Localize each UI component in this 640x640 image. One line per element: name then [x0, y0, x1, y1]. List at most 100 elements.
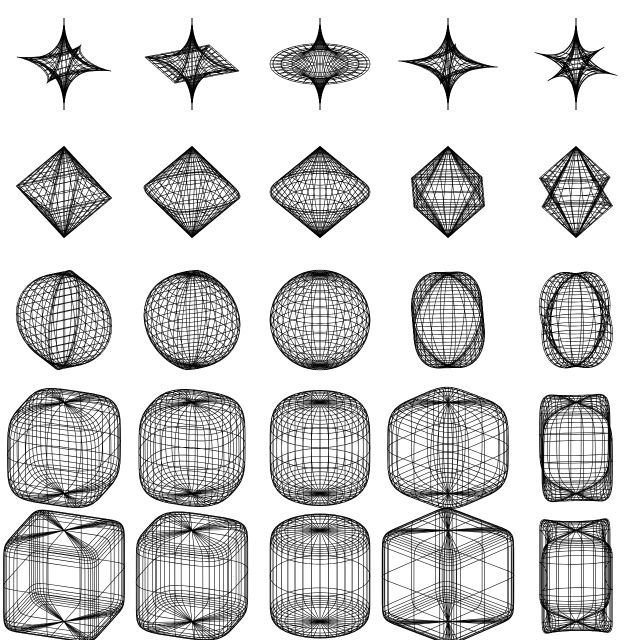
shape-rounded-cube — [7, 388, 121, 508]
longitude-line — [319, 402, 346, 504]
longitude-line — [28, 391, 65, 494]
shape-pillow-rounded — [143, 270, 241, 370]
longitude-line — [547, 146, 577, 238]
shape-sphere — [269, 269, 371, 371]
longitude-line — [542, 401, 577, 494]
longitude-line — [319, 402, 368, 498]
longitude-line — [575, 520, 582, 622]
longitude-line — [575, 530, 612, 633]
longitude-line — [575, 146, 608, 238]
longitude-line — [447, 398, 499, 494]
longitude-line — [63, 18, 93, 110]
longitude-line — [302, 18, 321, 110]
longitude-line — [63, 274, 105, 367]
longitude-line — [63, 18, 81, 110]
longitude-line — [558, 530, 577, 632]
longitude-line — [281, 146, 321, 238]
longitude-line — [63, 146, 72, 238]
latitude-line — [11, 509, 117, 554]
longitude-line — [191, 530, 210, 640]
longitude-line — [191, 270, 196, 366]
longitude-line — [3, 530, 65, 629]
longitude-line — [171, 18, 193, 110]
longitude-line — [191, 146, 240, 238]
longitude-line — [63, 396, 118, 494]
longitude-line — [63, 270, 81, 366]
longitude-line — [558, 402, 577, 502]
longitude-line — [35, 274, 65, 367]
longitude-line — [540, 519, 577, 622]
shape-cylinder — [269, 513, 371, 639]
longitude-line — [281, 18, 321, 110]
longitude-line — [575, 146, 612, 238]
longitude-line — [164, 512, 193, 622]
shape-pillow-pinched — [539, 271, 613, 369]
longitude-line — [63, 402, 92, 508]
longitude-line — [191, 18, 213, 110]
longitude-line — [191, 393, 231, 494]
longitude-line — [302, 530, 321, 638]
longitude-line — [447, 18, 450, 110]
longitude-line — [319, 514, 338, 622]
longitude-line — [18, 18, 65, 110]
longitude-line — [191, 18, 232, 110]
longitude-line — [447, 509, 457, 622]
longitude-line — [384, 529, 448, 622]
longitude-line — [191, 402, 240, 498]
longitude-line — [400, 18, 449, 110]
longitude-line — [276, 146, 321, 238]
longitude-line — [575, 402, 613, 502]
longitude-line — [63, 272, 88, 366]
longitude-line — [63, 393, 103, 494]
shape-double-pyramid-rounded — [143, 146, 241, 238]
longitude-line — [319, 392, 346, 494]
longitude-line — [46, 530, 65, 638]
longitude-line — [174, 511, 193, 622]
longitude-line — [311, 269, 321, 366]
longitude-line — [276, 402, 321, 499]
longitude-line — [414, 18, 449, 110]
longitude-line — [59, 388, 65, 494]
longitude-line — [160, 513, 193, 622]
longitude-line — [575, 146, 611, 238]
longitude-line — [568, 394, 577, 494]
longitude-line — [447, 146, 484, 238]
longitude-line — [319, 146, 338, 238]
longitude-line — [545, 18, 577, 110]
longitude-line — [63, 402, 83, 508]
longitude-line — [319, 273, 370, 366]
longitude-line — [556, 394, 577, 494]
latitude-line — [3, 551, 125, 601]
longitude-line — [191, 274, 218, 369]
longitude-line — [447, 402, 463, 508]
longitude-line — [51, 388, 65, 494]
shape-box-soft — [135, 511, 249, 640]
longitude-line — [180, 511, 193, 622]
longitude-line — [319, 530, 359, 633]
longitude-line — [63, 514, 82, 622]
longitude-line — [319, 530, 346, 637]
latitude-line — [563, 357, 589, 369]
longitude-line — [575, 274, 596, 368]
shape-rounded-cube-soft — [138, 389, 246, 507]
longitude-line — [191, 389, 196, 494]
longitude-line — [575, 274, 613, 368]
longitude-line — [24, 18, 65, 110]
longitude-line — [550, 274, 577, 366]
longitude-line — [63, 274, 66, 369]
longitude-line — [63, 530, 100, 639]
longitude-line — [63, 525, 124, 622]
longitude-line — [546, 530, 577, 628]
longitude-line — [413, 146, 449, 238]
longitude-line — [158, 272, 193, 366]
longitude-line — [319, 274, 371, 366]
longitude-line — [319, 274, 368, 367]
longitude-line — [29, 146, 65, 238]
longitude-line — [439, 530, 449, 640]
longitude-line — [63, 146, 66, 238]
longitude-line — [447, 146, 485, 238]
longitude-line — [25, 18, 65, 110]
longitude-line — [191, 524, 249, 622]
longitude-line — [575, 402, 611, 502]
longitude-line — [272, 146, 321, 238]
